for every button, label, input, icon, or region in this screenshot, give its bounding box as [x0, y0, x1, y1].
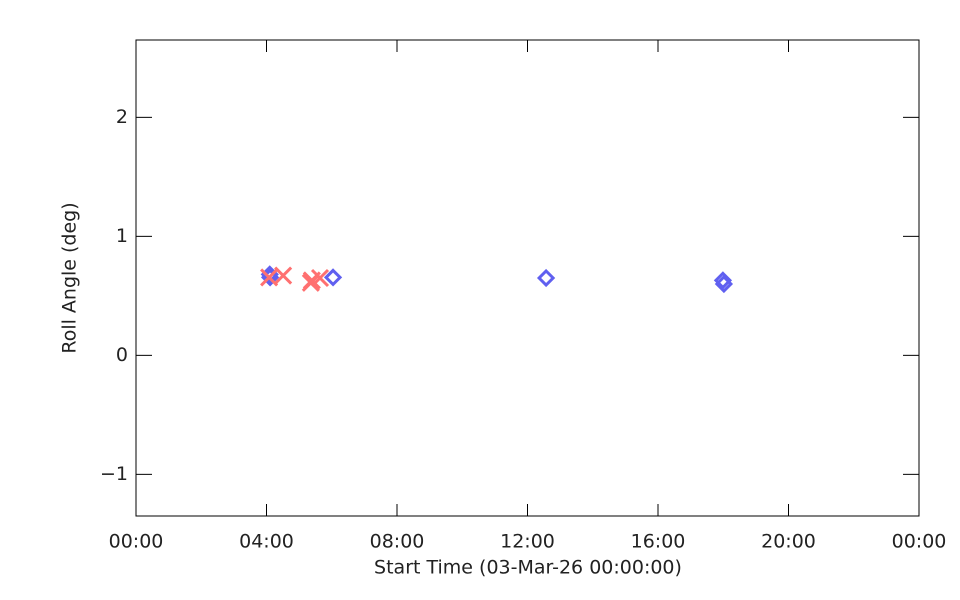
plot-frame — [135, 39, 920, 517]
diamond-marker — [536, 268, 556, 288]
x-tick-label: 04:00 — [239, 531, 294, 553]
x-tick-label: 00:00 — [109, 531, 164, 553]
y-tick-label: 1 — [116, 225, 128, 247]
diamond-marker — [714, 274, 734, 294]
x-tick-label: 12:00 — [500, 531, 555, 553]
y-tick-label: 0 — [116, 344, 128, 366]
x-axis-label: Start Time (03-Mar-26 00:00:00) — [374, 557, 682, 579]
x-tick-label: 20:00 — [761, 531, 816, 553]
y-axis-label: Roll Angle (deg) — [59, 202, 81, 353]
y-tick-label: 2 — [116, 106, 128, 128]
x-tick-label: 16:00 — [631, 531, 686, 553]
x-marker — [274, 266, 293, 285]
diamond-marker — [323, 268, 343, 287]
y-tick-label: −1 — [100, 463, 128, 485]
x-marker — [310, 268, 330, 288]
x-tick-label: 08:00 — [370, 531, 425, 553]
diamond-marker — [713, 271, 733, 290]
x-tick-label: 00:00 — [892, 531, 947, 553]
